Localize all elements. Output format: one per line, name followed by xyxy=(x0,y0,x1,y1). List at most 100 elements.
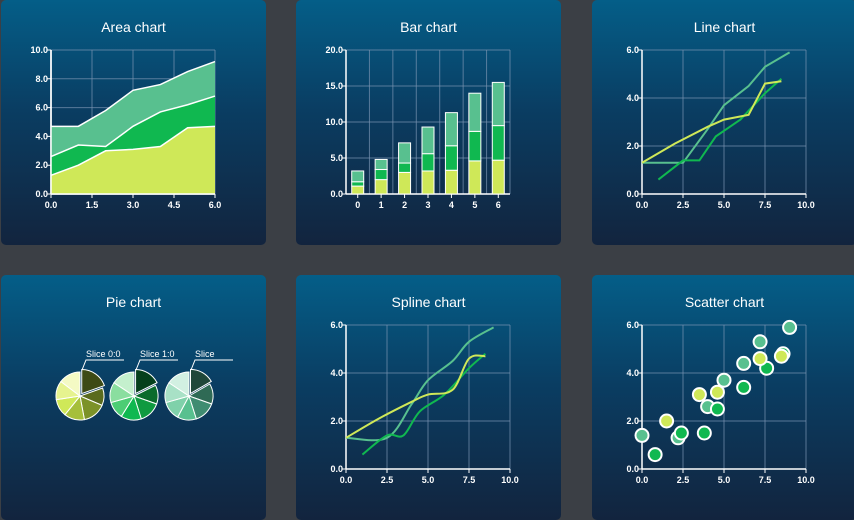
area-chart: 0.0 2.0 4.0 6.0 8.0 10.0 0.0 1.5 3.0 4.5 6.0 xyxy=(30,45,222,210)
scatter-point xyxy=(709,384,725,400)
bar-segment xyxy=(421,126,435,155)
x-tick-label: 2 xyxy=(402,200,407,210)
bar-segment xyxy=(421,153,435,172)
x-tick-label: 5.0 xyxy=(718,475,731,485)
x-tick-label: 5.0 xyxy=(422,475,435,485)
line-series-0 xyxy=(345,326,495,442)
scatter-point xyxy=(752,351,768,367)
chart-title: Line chart xyxy=(693,19,756,35)
pie-leader-line xyxy=(81,359,124,371)
line-series-2 xyxy=(345,354,486,439)
y-tick-label: 2.0 xyxy=(330,416,343,426)
line-chart-panel: Line chart 0.0 2.0 4.0 6.0 0.0 2.5 5.0 7.5 10.0 xyxy=(592,0,854,245)
x-tick-label: 2.5 xyxy=(677,475,690,485)
scatter-point xyxy=(709,401,725,417)
chart-title: Area chart xyxy=(101,19,166,35)
bar-segment xyxy=(468,130,482,162)
y-tick-label: 0.0 xyxy=(626,464,639,474)
line-series-1 xyxy=(657,78,783,181)
scatter-point xyxy=(782,319,798,335)
bar-segment xyxy=(468,92,482,132)
area-series-outline-0 xyxy=(50,125,216,176)
bar-segment xyxy=(444,169,458,195)
y-tick-label: 6.0 xyxy=(626,45,639,55)
area-chart-panel: Area chart 0.0 2.0 4.0 6.0 8.0 10.0 0.0 1.5 3.0 4… xyxy=(1,0,266,245)
pie-leader-line xyxy=(135,359,178,371)
y-tick-label: 4.0 xyxy=(626,368,639,378)
x-tick-label: 7.5 xyxy=(463,475,476,485)
scatter-point xyxy=(696,425,712,441)
chart-title: Pie chart xyxy=(105,294,162,310)
y-tick-label: 5.0 xyxy=(330,153,343,163)
scatter-point xyxy=(752,334,768,350)
x-tick-label: 10.0 xyxy=(797,200,815,210)
y-tick-label: 6.0 xyxy=(330,320,343,330)
x-tick-label: 0.0 xyxy=(636,475,649,485)
bar-segment xyxy=(398,171,412,195)
line-chart: 0.0 2.0 4.0 6.0 0.0 2.5 5.0 7.5 10.0 xyxy=(626,45,815,210)
line-series-2 xyxy=(641,80,782,164)
y-tick-label: 4.0 xyxy=(35,131,48,141)
scatter-point xyxy=(634,427,650,443)
scatter-point xyxy=(647,447,663,463)
bar-segment xyxy=(374,169,388,181)
x-tick-label: 3.0 xyxy=(127,200,140,210)
chart-title: Spline chart xyxy=(391,294,466,310)
bar-segment xyxy=(374,179,388,195)
pie-slice-label: Slice 0:0 xyxy=(86,349,121,359)
pie-slice xyxy=(135,368,158,395)
x-tick-label: 2.5 xyxy=(677,200,690,210)
area-series-0 xyxy=(51,126,215,194)
pie-slice-label: Slice 1:0 xyxy=(140,349,175,359)
y-tick-label: 20.0 xyxy=(325,45,343,55)
line-series-1 xyxy=(361,353,487,456)
y-tick-label: 0.0 xyxy=(330,464,343,474)
x-tick-label: 5 xyxy=(472,200,477,210)
x-tick-label: 6 xyxy=(496,200,501,210)
area-series-2 xyxy=(51,61,215,157)
spline-chart-panel: Spline chart 0.0 2.0 4.0 6.0 0.0 2.5 5.0 7.5 10.… xyxy=(296,275,561,520)
y-tick-label: 2.0 xyxy=(35,160,48,170)
chart-title: Scatter chart xyxy=(684,294,765,310)
bar-chart-panel: Bar chart 0.0 5.0 10.0 15.0 20.0 0 1 2 3 4 5 6 xyxy=(296,0,561,245)
pie-slice xyxy=(190,368,212,395)
x-tick-label: 0 xyxy=(355,200,360,210)
area-series-1 xyxy=(51,96,215,176)
x-tick-label: 0.0 xyxy=(636,200,649,210)
x-tick-label: 0.0 xyxy=(340,475,353,485)
pie-chart: Slice 0:0 Slice 1:0 Slice xyxy=(55,349,233,421)
area-series-outline-2 xyxy=(51,60,216,128)
pie-chart-panel: Pie chart Slice 0:0 Slice 1:0 Slice xyxy=(1,275,266,520)
bar-segment xyxy=(398,142,412,164)
y-tick-label: 0.0 xyxy=(626,189,639,199)
y-tick-label: 2.0 xyxy=(626,141,639,151)
bar-segment xyxy=(491,125,505,161)
bar-segment xyxy=(421,170,435,195)
x-tick-label: 7.5 xyxy=(759,200,772,210)
x-tick-label: 0.0 xyxy=(45,200,58,210)
bar-segment xyxy=(491,159,505,195)
x-tick-label: 1.5 xyxy=(86,200,99,210)
y-tick-label: 6.0 xyxy=(626,320,639,330)
pie-slice xyxy=(60,371,81,398)
pie-slice-label: Slice xyxy=(195,349,215,359)
x-tick-label: 10.0 xyxy=(797,475,815,485)
chart-title: Bar chart xyxy=(400,19,457,35)
scatter-point xyxy=(659,413,675,429)
y-tick-label: 6.0 xyxy=(35,103,48,113)
pie-slice xyxy=(113,371,135,397)
scatter-point xyxy=(716,372,732,388)
line-series-0 xyxy=(642,51,791,164)
bar-segment xyxy=(468,160,482,195)
pie-leader-line xyxy=(190,359,233,371)
bar-segment xyxy=(444,145,458,171)
y-tick-label: 10.0 xyxy=(30,45,48,55)
spline-chart: 0.0 2.0 4.0 6.0 0.0 2.5 5.0 7.5 10.0 xyxy=(330,320,518,485)
x-tick-label: 4 xyxy=(449,200,454,210)
bar-segment xyxy=(351,181,365,187)
x-tick-label: 1 xyxy=(379,200,384,210)
x-tick-label: 4.5 xyxy=(168,200,181,210)
x-tick-label: 6.0 xyxy=(209,200,222,210)
y-tick-label: 8.0 xyxy=(35,74,48,84)
y-tick-label: 2.0 xyxy=(626,416,639,426)
